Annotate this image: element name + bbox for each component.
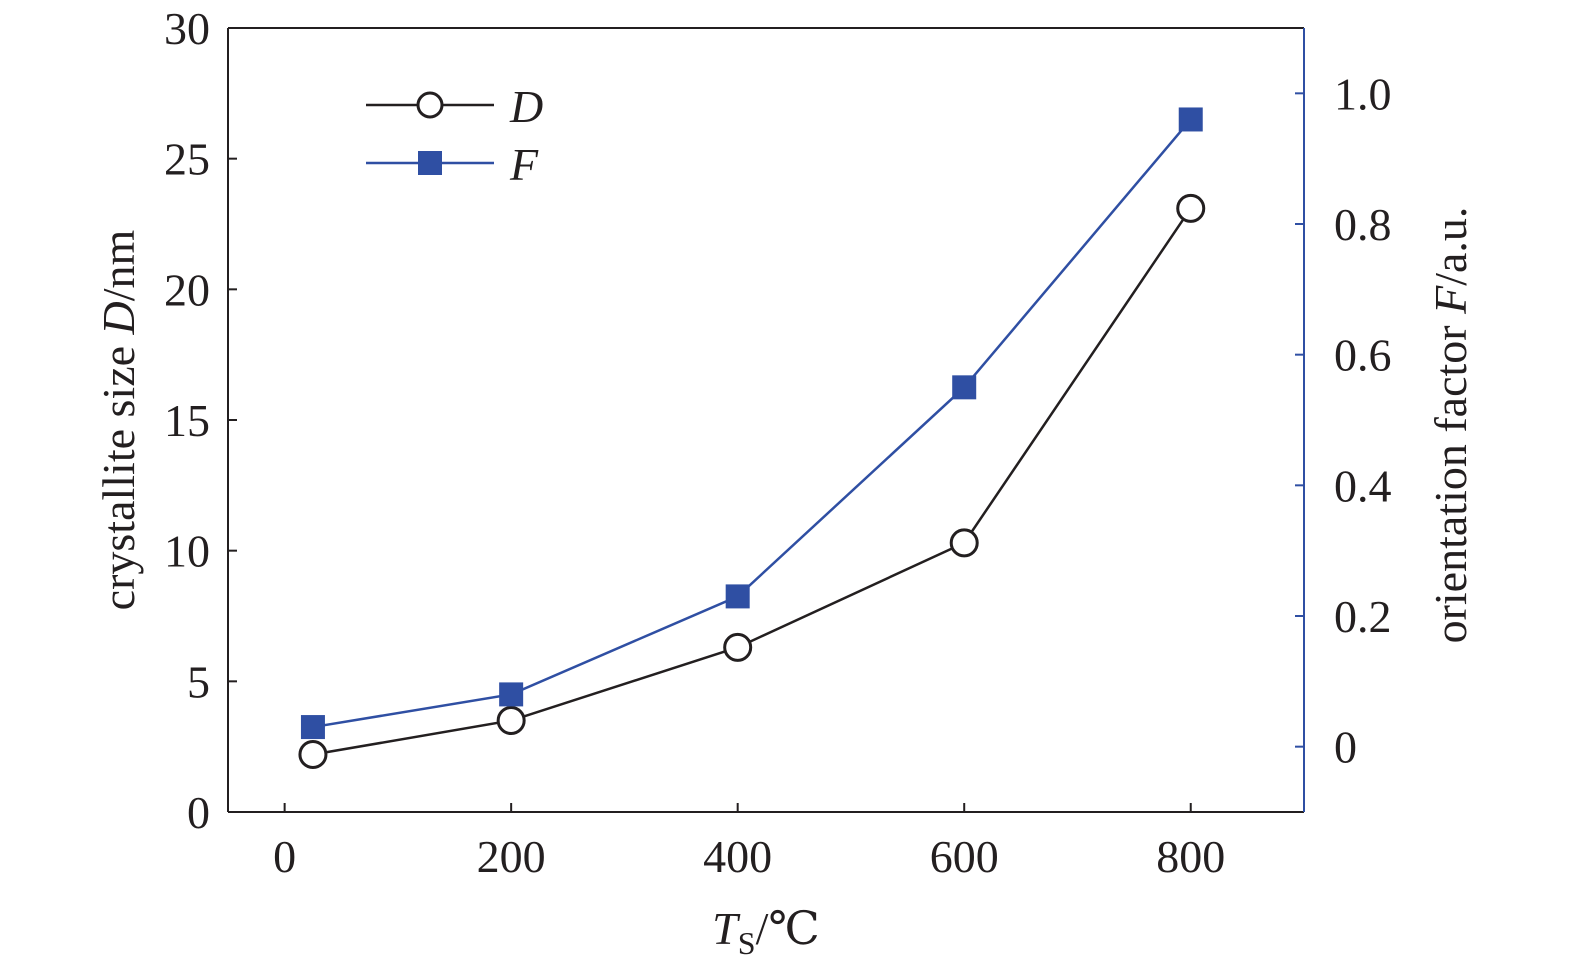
legend-label-F: F: [509, 139, 539, 190]
x-axis-title: TS/℃: [712, 903, 820, 961]
left-tick-label: 20: [164, 264, 210, 315]
x-tick-label: 200: [477, 831, 546, 882]
right-tick-label: 1.0: [1334, 68, 1392, 119]
right-tick-label: 0.8: [1334, 199, 1392, 250]
x-tick-label: 400: [703, 831, 772, 882]
left-tick-label: 30: [164, 3, 210, 54]
series-line-D: [312, 207, 1192, 756]
left-tick-label: 0: [187, 787, 210, 838]
legend-marker-F: [418, 151, 442, 175]
left-tick-label: 10: [164, 526, 210, 577]
right-tick-label: 0.4: [1334, 460, 1392, 511]
x-tick-label: 800: [1156, 831, 1225, 882]
right-axis-title: orientation factor F/a.u.: [1425, 207, 1476, 644]
point-F: [300, 715, 325, 740]
x-tick-label: 600: [930, 831, 999, 882]
axes: [227, 27, 1305, 813]
left-tick-label: 25: [164, 134, 210, 185]
series-F: [300, 107, 1203, 740]
left-axis-title: crystallite size D/nm: [93, 229, 144, 610]
left-tick-label: 15: [164, 395, 210, 446]
point-D: [949, 528, 979, 558]
right-tick-label: 0.6: [1334, 330, 1392, 381]
series-D: [298, 193, 1206, 770]
series-line-F: [312, 118, 1192, 729]
point-D: [723, 632, 753, 662]
x-tick-label: 0: [273, 831, 296, 882]
point-F: [1178, 107, 1203, 132]
point-D: [496, 706, 526, 736]
point-F: [725, 584, 750, 609]
legend-label-D: D: [509, 81, 543, 132]
point-D: [298, 740, 328, 770]
series-layer: [298, 107, 1206, 770]
left-tick-label: 5: [187, 656, 210, 707]
right-tick-label: 0.2: [1334, 591, 1392, 642]
legend-marker-D: [416, 91, 444, 119]
legend: DF: [366, 81, 543, 190]
point-F: [499, 682, 524, 707]
ticks: 0 200 400 600 800 0 5 10 15 20 25 30 0 0.2 0.4 0.6 0.8 1.…: [164, 3, 1392, 882]
right-tick-label: 0: [1334, 722, 1357, 773]
point-F: [952, 375, 977, 400]
point-D: [1176, 193, 1206, 223]
